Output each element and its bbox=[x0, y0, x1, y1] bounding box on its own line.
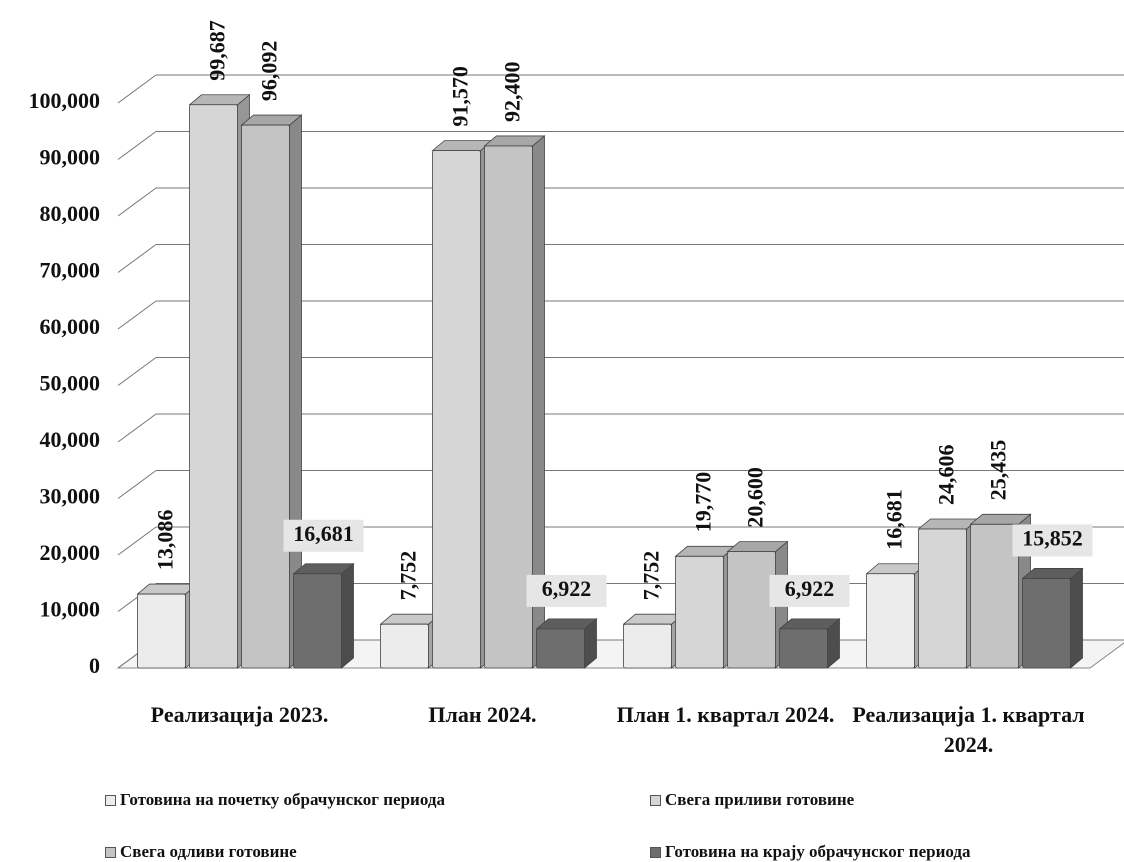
value-label-box bbox=[1012, 524, 1093, 557]
value-label: 15,852 bbox=[1022, 525, 1083, 550]
bar bbox=[380, 623, 429, 669]
x-tick-label: Реализација 2023. bbox=[150, 702, 329, 727]
legend-label: Свега одливи готовине bbox=[120, 842, 297, 861]
value-label: 19,770 bbox=[691, 472, 716, 533]
bar bbox=[536, 628, 585, 669]
grid-wall bbox=[117, 413, 157, 443]
value-label: 7,752 bbox=[396, 551, 421, 601]
y-tick-label: 100,000 bbox=[29, 88, 101, 113]
value-label: 6,922 bbox=[785, 576, 835, 601]
y-tick-label: 60,000 bbox=[40, 314, 101, 339]
value-label-group: 15,852 bbox=[1012, 524, 1093, 557]
grid-wall bbox=[117, 470, 157, 499]
y-tick-label: 70,000 bbox=[40, 258, 101, 283]
x-tick-label: План 1. квартал 2024. bbox=[616, 702, 835, 727]
bar bbox=[189, 104, 238, 669]
legend-item: Свега приливи готовине bbox=[650, 790, 854, 810]
value-label: 24,606 bbox=[934, 444, 959, 505]
value-label: 96,092 bbox=[257, 41, 282, 102]
y-tick-label: 20,000 bbox=[40, 540, 101, 565]
value-label: 25,435 bbox=[986, 440, 1011, 501]
bar bbox=[484, 145, 533, 669]
value-label-group: 6,922 bbox=[526, 574, 607, 607]
value-label-box bbox=[526, 574, 607, 607]
legend-label: Готовина на крају обрачунског периода bbox=[665, 842, 971, 861]
value-label: 92,400 bbox=[500, 61, 525, 122]
grid-wall bbox=[117, 357, 157, 386]
value-label: 13,086 bbox=[153, 510, 178, 571]
bar bbox=[727, 551, 776, 669]
bar-side bbox=[341, 562, 354, 669]
legend-label: Готовина на почетку обрачунског периода bbox=[120, 790, 445, 809]
grid-wall bbox=[117, 300, 157, 330]
legend-label: Свега приливи готовине bbox=[665, 790, 855, 809]
bar bbox=[432, 150, 481, 669]
bar bbox=[1022, 578, 1071, 669]
value-label-box bbox=[283, 519, 364, 552]
value-label: 99,687 bbox=[205, 20, 230, 81]
x-tick-label: План 2024. bbox=[428, 702, 537, 727]
bar bbox=[918, 528, 967, 669]
value-label-group: 16,681 bbox=[283, 519, 364, 552]
value-label-group: 6,922 bbox=[769, 574, 850, 607]
legend-item: Свега одливи готовине bbox=[105, 842, 297, 862]
value-label: 7,752 bbox=[639, 551, 664, 601]
legend-swatch bbox=[650, 846, 661, 858]
legend-item: Готовина на почетку обрачунског периода bbox=[105, 790, 445, 810]
value-label-box bbox=[769, 574, 850, 607]
y-tick-label: 0 bbox=[89, 653, 100, 678]
bar bbox=[137, 593, 186, 669]
value-label: 6,922 bbox=[542, 576, 592, 601]
bar bbox=[293, 573, 342, 669]
bar bbox=[623, 623, 672, 669]
y-tick-label: 90,000 bbox=[40, 145, 101, 170]
bar-side bbox=[1070, 567, 1083, 669]
x-tick-label: Реализација 1. квартал 2024. bbox=[852, 702, 1085, 757]
value-label: 16,681 bbox=[882, 489, 907, 550]
bar bbox=[866, 573, 915, 669]
legend-item: Готовина на крају обрачунског периода bbox=[650, 842, 970, 862]
grid-wall bbox=[117, 131, 157, 160]
grid-wall bbox=[117, 244, 157, 273]
y-tick-label: 30,000 bbox=[40, 484, 101, 509]
legend-swatch bbox=[105, 846, 116, 858]
value-label: 91,570 bbox=[448, 66, 473, 127]
legend-swatch bbox=[650, 794, 661, 806]
y-tick-label: 10,000 bbox=[40, 597, 101, 622]
grid-wall bbox=[117, 187, 157, 217]
legend-swatch bbox=[105, 794, 116, 806]
bar bbox=[779, 628, 828, 669]
bar bbox=[241, 124, 290, 669]
grid-wall bbox=[117, 526, 157, 556]
y-tick-label: 80,000 bbox=[40, 201, 101, 226]
y-tick-label: 40,000 bbox=[40, 427, 101, 452]
value-label: 20,600 bbox=[743, 467, 768, 528]
bar bbox=[675, 555, 724, 669]
y-tick-label: 50,000 bbox=[40, 371, 101, 396]
value-label: 16,681 bbox=[293, 521, 354, 546]
bar bbox=[970, 523, 1019, 669]
grid-wall bbox=[117, 74, 157, 104]
